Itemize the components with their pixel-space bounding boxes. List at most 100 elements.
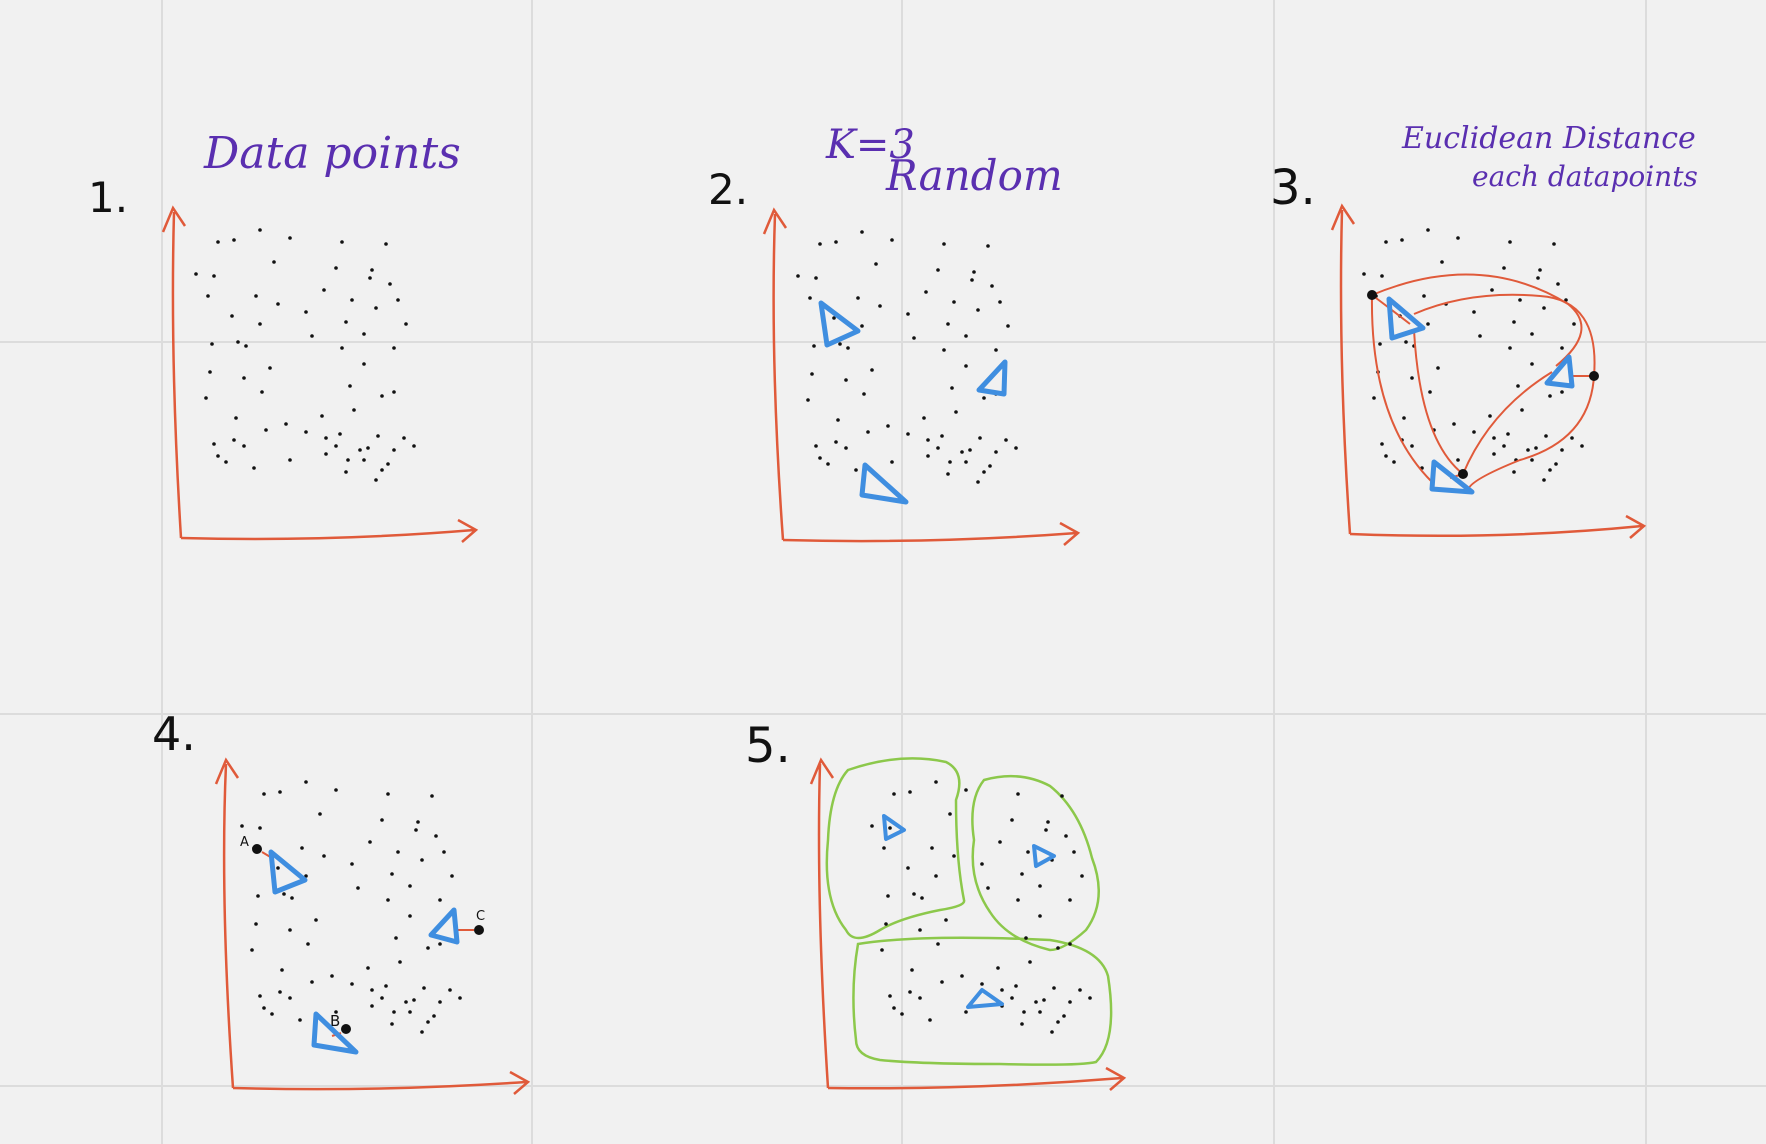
data-point bbox=[256, 894, 260, 898]
data-point bbox=[954, 410, 958, 414]
data-point bbox=[1478, 334, 1482, 338]
x-axis-arrow bbox=[827, 1066, 1127, 1091]
data-point bbox=[258, 826, 262, 830]
data-point bbox=[390, 872, 394, 876]
data-point bbox=[838, 342, 842, 346]
data-point bbox=[946, 322, 950, 326]
data-point bbox=[940, 980, 944, 984]
data-point bbox=[1056, 1020, 1060, 1024]
data-point bbox=[426, 1020, 430, 1024]
data-point bbox=[1006, 324, 1010, 328]
data-point bbox=[288, 996, 292, 1000]
data-point bbox=[404, 322, 408, 326]
data-point bbox=[884, 922, 888, 926]
data-point bbox=[366, 966, 370, 970]
data-point bbox=[250, 948, 254, 952]
data-point bbox=[288, 236, 292, 240]
data-points bbox=[194, 228, 416, 482]
data-point bbox=[1088, 996, 1092, 1000]
data-point bbox=[948, 460, 952, 464]
data-point bbox=[810, 372, 814, 376]
data-point bbox=[960, 450, 964, 454]
highlight-point bbox=[1458, 469, 1468, 479]
data-point bbox=[808, 296, 812, 300]
centroid-triangle-icon bbox=[268, 849, 308, 895]
data-point bbox=[258, 994, 262, 998]
data-point bbox=[936, 446, 940, 450]
data-point bbox=[380, 818, 384, 822]
data-point bbox=[796, 274, 800, 278]
data-point bbox=[880, 948, 884, 952]
highlight-point bbox=[1367, 290, 1377, 300]
data-point bbox=[242, 444, 246, 448]
data-point bbox=[1488, 414, 1492, 418]
data-point bbox=[920, 896, 924, 900]
data-points bbox=[870, 780, 1092, 1034]
data-point bbox=[918, 928, 922, 932]
data-point bbox=[856, 296, 860, 300]
data-point bbox=[282, 892, 286, 896]
data-point bbox=[314, 918, 318, 922]
data-point bbox=[976, 308, 980, 312]
highlight-point bbox=[341, 1024, 351, 1034]
data-point bbox=[320, 414, 324, 418]
data-point bbox=[870, 824, 874, 828]
data-point bbox=[1544, 434, 1548, 438]
data-point bbox=[1010, 818, 1014, 822]
data-point bbox=[362, 362, 366, 366]
y-axis-arrow bbox=[809, 757, 835, 1089]
data-point bbox=[394, 936, 398, 940]
data-point bbox=[268, 366, 272, 370]
data-point bbox=[1410, 444, 1414, 448]
data-point bbox=[334, 1010, 338, 1014]
data-point bbox=[392, 390, 396, 394]
data-point bbox=[392, 1010, 396, 1014]
data-point bbox=[370, 268, 374, 272]
data-point bbox=[1440, 260, 1444, 264]
point-label: A bbox=[240, 835, 249, 850]
data-point bbox=[978, 436, 982, 440]
data-point bbox=[1022, 1010, 1026, 1014]
data-point bbox=[900, 1012, 904, 1016]
data-point bbox=[1512, 320, 1516, 324]
data-point bbox=[1362, 272, 1366, 276]
data-point bbox=[986, 244, 990, 248]
data-point bbox=[1392, 460, 1396, 464]
data-point bbox=[1530, 362, 1534, 366]
data-point bbox=[866, 430, 870, 434]
data-point bbox=[1044, 828, 1048, 832]
data-point bbox=[1542, 306, 1546, 310]
data-point bbox=[1502, 444, 1506, 448]
data-point bbox=[1530, 332, 1534, 336]
data-point bbox=[1492, 452, 1496, 456]
data-point bbox=[998, 300, 1002, 304]
centroid-triangle-icon bbox=[428, 907, 460, 945]
data-point bbox=[1426, 322, 1430, 326]
data-point bbox=[946, 472, 950, 476]
data-point bbox=[224, 460, 228, 464]
data-point bbox=[1472, 430, 1476, 434]
data-point bbox=[430, 794, 434, 798]
data-point bbox=[1564, 298, 1568, 302]
data-point bbox=[1016, 792, 1020, 796]
data-point bbox=[1056, 946, 1060, 950]
data-point bbox=[948, 812, 952, 816]
data-point bbox=[1014, 984, 1018, 988]
data-point bbox=[844, 378, 848, 382]
data-point bbox=[1426, 228, 1430, 232]
data-point bbox=[1560, 448, 1564, 452]
data-point bbox=[994, 450, 998, 454]
data-point bbox=[384, 242, 388, 246]
data-point bbox=[854, 468, 858, 472]
data-point bbox=[934, 874, 938, 878]
data-point bbox=[990, 284, 994, 288]
data-point bbox=[912, 892, 916, 896]
data-point bbox=[366, 446, 370, 450]
data-point bbox=[862, 392, 866, 396]
data-point bbox=[322, 288, 326, 292]
data-point bbox=[980, 982, 984, 986]
highlight-point bbox=[1589, 371, 1599, 381]
data-point bbox=[1004, 438, 1008, 442]
data-point bbox=[1060, 794, 1064, 798]
data-point bbox=[1516, 384, 1520, 388]
